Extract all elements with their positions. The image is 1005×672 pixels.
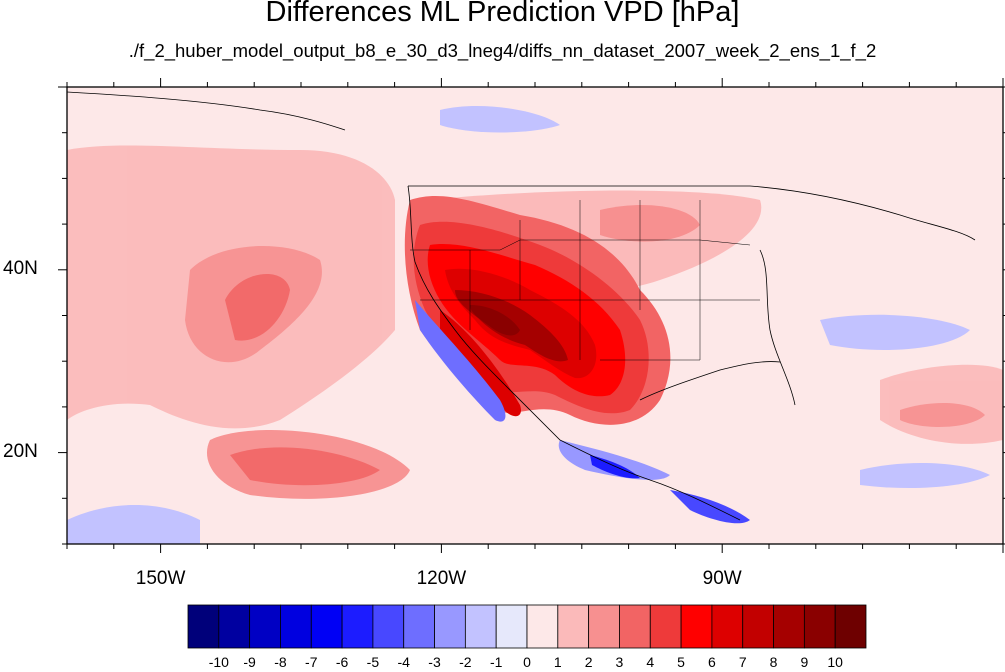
colorbar-swatch [372,604,405,649]
colorbar-label: 6 [708,654,716,670]
colorbar-label: 4 [646,654,655,670]
colorbar-label: -7 [305,654,318,670]
colorbar-label: 1 [553,654,562,670]
colorbar-swatch [742,604,774,649]
colorbar-label: 7 [738,654,747,670]
colorbar-swatch [588,604,620,649]
colorbar [187,604,867,649]
colorbar-swatch [434,604,466,649]
colorbar-swatch [310,604,343,649]
colorbar-swatch [526,604,559,649]
colorbar-swatch [834,604,867,649]
colorbar-swatch [495,604,528,649]
colorbar-label: -5 [366,654,380,670]
axis-ticks [58,78,1005,553]
pacific-warm-anomaly [67,145,1003,499]
colorbar-label: 8 [769,654,778,670]
state-borders [410,200,760,361]
colorbar-swatch [218,604,251,649]
colorbar-swatch [680,604,713,649]
colorbar-swatch [649,604,682,649]
cool-anomalies [67,105,990,544]
colorbar-swatch [464,604,497,649]
contour-field [67,87,1003,544]
colorbar-swatch [773,604,805,649]
lat-tick-label: 40N [3,257,38,279]
colorbar-label: 10 [827,654,843,670]
colorbar-label: -8 [274,654,287,670]
colorbar-label: -4 [397,654,410,670]
colorbar-swatch [557,604,590,649]
colorbar-swatch [341,604,374,649]
lon-tick-label: 150W [135,568,186,589]
colorbar-swatch [803,604,836,649]
colorbar-label: -9 [243,654,256,670]
colorbar-label: -10 [208,654,229,670]
colorbar-label: 5 [677,654,685,670]
colorbar-label: -2 [459,654,472,670]
lon-tick-label: 90W [702,568,742,589]
colorbar-swatch [187,604,220,649]
colorbar-swatch [619,604,651,649]
colorbar-swatch [249,604,281,649]
coastlines [67,91,976,521]
colorbar-swatch [403,604,435,649]
colorbar-label: 2 [584,654,593,670]
colorbar-label: -6 [335,654,349,670]
colorbar-swatch [280,604,312,649]
lat-tick-label: 20N [3,440,38,462]
colorbar-label: -1 [489,654,503,670]
colorbar-label: 0 [523,654,531,670]
map-subtitle: ./f_2_huber_model_output_b8_e_30_d3_lneg… [128,40,877,61]
colorbar-label: -3 [428,654,441,670]
colorbar-label: 9 [800,654,809,670]
map-title: Differences ML Prediction VPD [hPa] [265,0,740,28]
colorbar-swatch [711,604,744,649]
colorbar-label: 3 [615,654,624,670]
lon-tick-label: 120W [416,568,467,589]
